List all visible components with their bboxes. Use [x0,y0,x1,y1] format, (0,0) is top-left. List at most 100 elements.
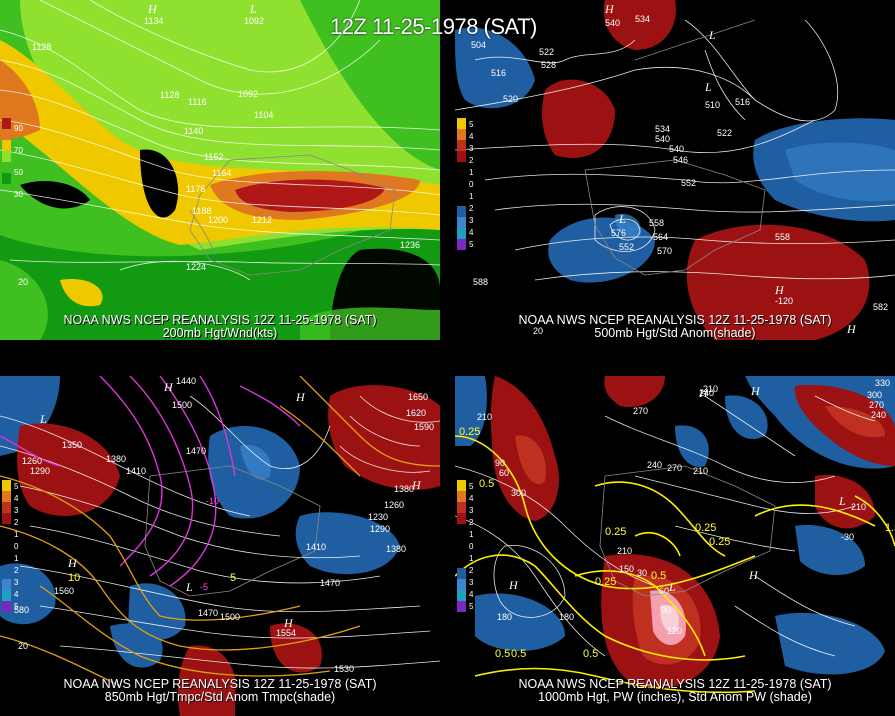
height-label: 580 [14,605,30,615]
high-pressure-marker: H [412,478,421,492]
legend-swatch [2,590,11,601]
height-label: 1410 [126,466,147,476]
height-label: 1134 [144,16,164,26]
temp-label: 5 [230,572,237,584]
legend-tick: 2 [14,566,19,575]
height-label: 540 [605,18,621,28]
high-pressure-marker: H [164,380,173,394]
high-pressure-marker: H [699,386,708,400]
legend-tick: 1 [14,530,19,539]
legend-tick: 0 [469,542,474,551]
height-label: 558 [649,218,665,228]
panel-850mb: 5 4 3 2 1 0 1 2 3 4 5 1440 1500 1470 135… [0,376,440,716]
high-pressure-marker: H [284,616,293,630]
height-label: 1620 [406,408,427,418]
height-label: 582 [873,302,889,312]
height-label: 1530 [334,664,355,674]
height-label: 1104 [254,110,274,120]
map-500mb [455,0,895,340]
height-label: 1470 [320,578,341,588]
legend-tick: 4 [14,494,19,503]
low-pressure-marker: L [709,28,716,42]
legend-swatch [2,513,11,524]
legend-swatch [2,491,11,502]
height-label: 300 [867,390,883,400]
low-pressure-marker: L [250,2,257,16]
legend-swatch [457,151,466,162]
height-label: 1290 [30,466,51,476]
height-label: 504 [471,40,487,50]
legend-tick: 5 [14,602,19,611]
height-label: -30 [841,532,855,542]
height-label: 20 [18,641,29,651]
height-label: 552 [681,178,697,188]
pw-label: 0.25 [709,536,731,548]
height-label: 20 [533,326,544,336]
high-pressure-marker: H [749,568,758,582]
legend-tick: 5 [14,482,19,491]
height-label: 210 [477,412,493,422]
pw-label: 0.25 [605,526,627,538]
legend-tick: 4 [469,494,474,503]
high-pressure-marker: H [605,2,614,16]
legend-swatch [457,601,466,612]
height-label: 540 [669,144,685,154]
legend-swatch [457,502,466,513]
legend-tick: 1 [469,554,474,563]
legend-tick: 1 [14,554,19,563]
legend-tick: 2 [469,204,474,213]
legend-tick: 5 [469,482,474,491]
high-pressure-marker: H [296,390,305,404]
legend-swatch [457,217,466,228]
panel-500mb: 5 4 3 2 1 0 1 2 3 4 5 504 516 528 522 52… [455,0,895,340]
legend-swatch [457,491,466,502]
height-label: 1140 [184,126,204,136]
legend-tick: 3 [469,506,474,515]
legend-tick: 2 [469,156,474,165]
height-label: 1212 [252,215,273,225]
legend-tick: 4 [469,228,474,237]
legend-tick: 1 [469,192,474,201]
caption-line1: NOAA NWS NCEP REANALYSIS 12Z 11-25-1978 … [63,313,377,327]
height-label: 576 [611,228,627,238]
legend-swatch [457,480,466,491]
legend-tick: 2 [469,518,474,527]
caption-line2: 200mb Hgt/Wnd(kts) [162,326,278,340]
caption-line2: 500mb Hgt/Std Anom(shade) [594,326,756,340]
caption-line2: 850mb Hgt/Tmpc/Std Anom Tmpc(shade) [104,690,336,704]
map-1000mb-pw [455,376,895,716]
high-pressure-marker: H [847,322,856,336]
legend-tick: 3 [14,506,19,515]
legend-swatch [457,590,466,601]
height-label: 0 [521,488,527,498]
pw-label: 0.5 [479,478,495,490]
height-label: 1380 [394,484,415,494]
legend-swatch [457,568,466,579]
height-label: 180 [559,612,575,622]
pw-label: 0.5 [495,648,511,660]
height-label: 240 [647,460,663,470]
caption-line2: 1000mb Hgt, PW (inches), Std Anom PW (sh… [538,690,812,704]
legend-swatch [2,502,11,513]
height-label: 1470 [198,608,219,618]
height-label: 1440 [176,376,197,386]
height-label: 120 [667,626,683,636]
height-label: 60 [499,468,510,478]
pw-label: 1.5 [885,522,895,534]
height-label: 510 [705,100,721,110]
high-pressure-marker: H [148,2,157,16]
height-label: 1410 [306,542,327,552]
height-label: 1350 [62,440,83,450]
legend-swatch [457,206,466,217]
legend-swatch [457,162,466,173]
legend-tick: 3 [469,144,474,153]
caption-line1: NOAA NWS NCEP REANALYSIS 12Z 11-25-1978 … [518,313,832,327]
legend-tick: 3 [469,216,474,225]
legend-tick: 0 [14,542,19,551]
legend-tick: 1 [469,168,474,177]
legend-swatch [2,140,11,151]
low-pressure-marker: L [705,80,712,94]
temp-label: 10 [68,572,81,584]
low-pressure-marker: L [186,580,193,594]
height-label: 60 [659,586,670,596]
